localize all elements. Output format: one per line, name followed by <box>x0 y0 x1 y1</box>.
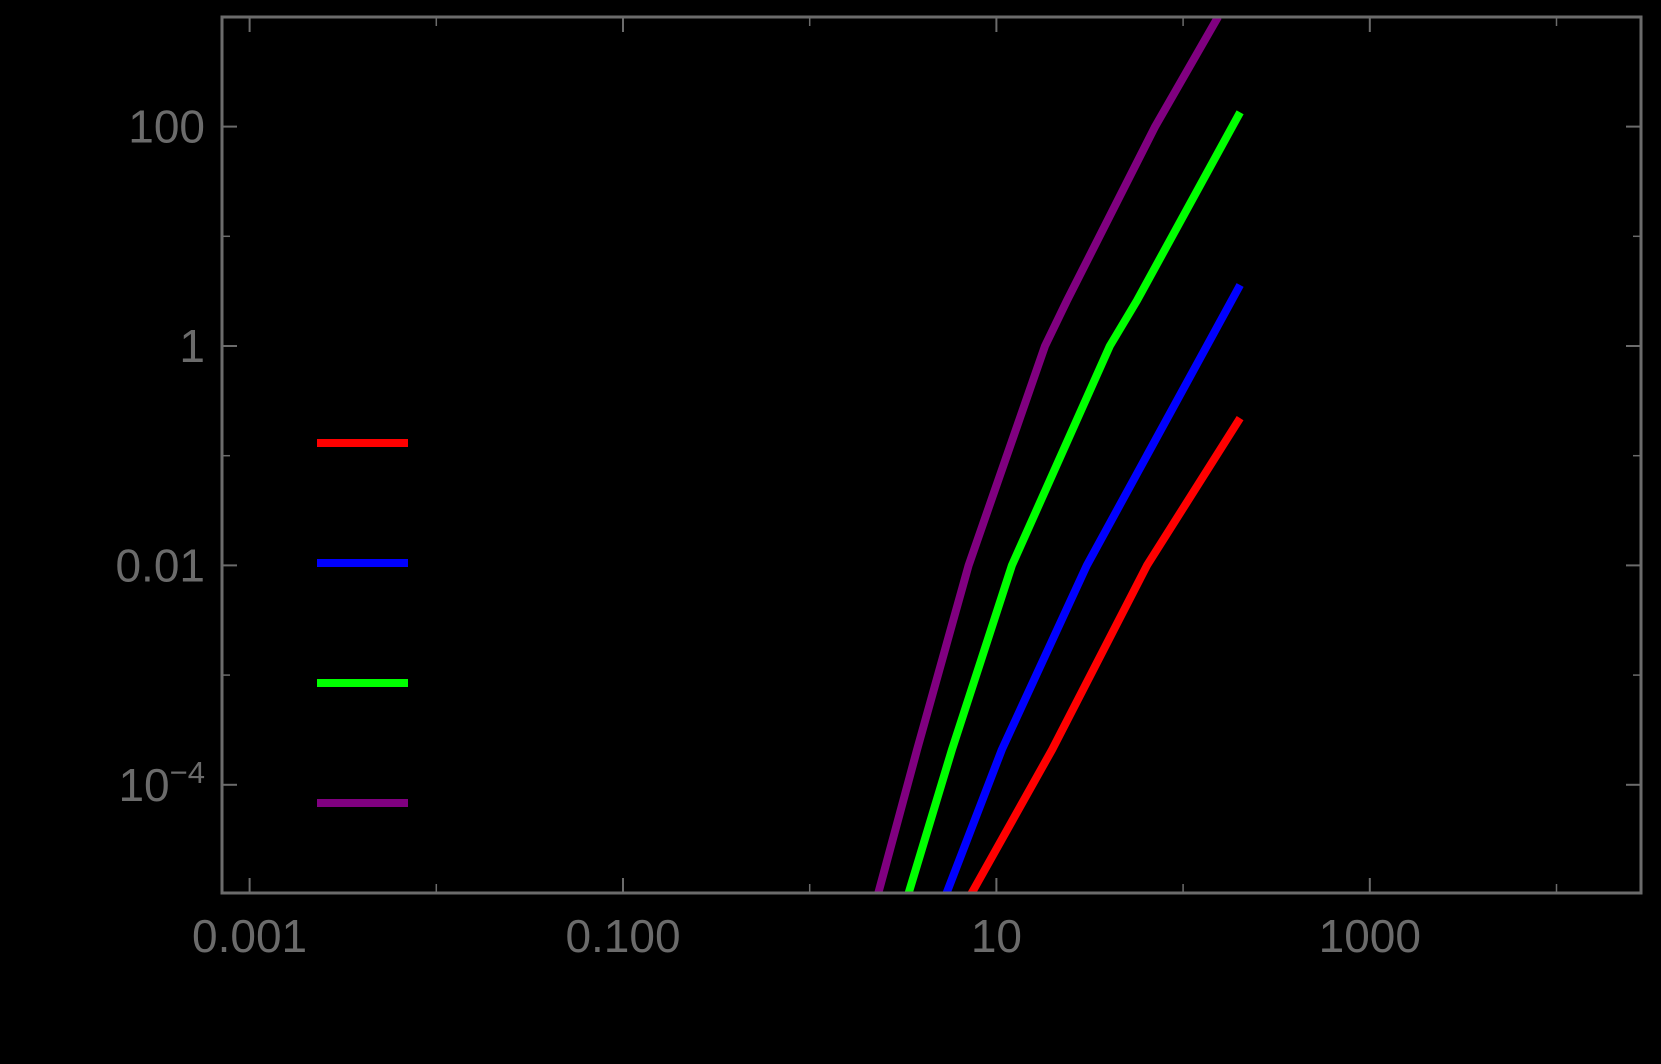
series-line-blue <box>942 283 1244 893</box>
x-tick-label: 10 <box>971 910 1022 962</box>
series-line-purple <box>874 17 1222 893</box>
series-line-red <box>967 415 1244 893</box>
data-series <box>874 17 1244 893</box>
legend <box>317 439 408 807</box>
y-tick-label: 100 <box>128 101 205 153</box>
x-tick-label: 0.001 <box>192 910 307 962</box>
y-tick-label: 0.01 <box>115 539 205 591</box>
x-tick-label: 0.100 <box>565 910 680 962</box>
plot-frame <box>220 15 1643 895</box>
axis-tick-labels: 0.001 0.100 10 1000 100 1 0.01 10−4 <box>115 101 1421 962</box>
x-tick-label: 1000 <box>1319 910 1421 962</box>
series-line-green <box>904 110 1244 893</box>
y-tick-label: 10−4 <box>118 755 205 811</box>
y-tick-label: 1 <box>179 320 205 372</box>
